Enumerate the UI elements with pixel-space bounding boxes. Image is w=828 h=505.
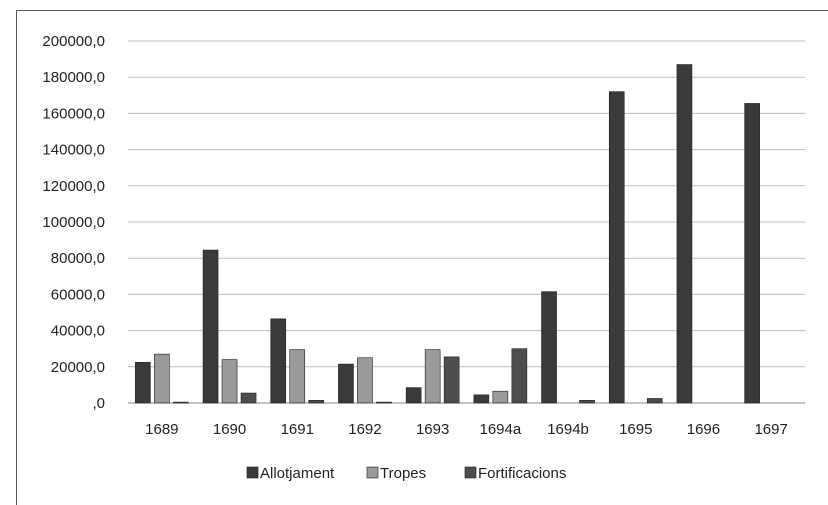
y-tick-label: 120000,0 [42,178,105,195]
bar-tropes-1693 [424,349,441,404]
y-tick-label: 180000,0 [42,69,105,86]
bar-allotjament-1697 [744,103,760,404]
bar-tropes-1692 [357,357,373,404]
bar-fortificacions-1689 [173,401,189,404]
bar-fortificacions-1694a [511,348,528,404]
x-tick-label: 1690 [213,421,246,438]
bar-allotjament-1693 [405,387,422,404]
bar-fortificacions-1694b [579,399,595,404]
y-tick-label: 140000,0 [42,142,105,159]
bar-fortificacions-1692 [376,401,392,404]
bar-fortificacions-1693 [443,356,460,404]
x-tick-label: 1694a [479,421,521,438]
bar-tropes-1691 [289,349,306,404]
bar-fortificacions-1690 [240,392,257,404]
y-tick-label: 200000,0 [42,33,105,50]
x-tick-label: 1693 [416,421,449,438]
bar-tropes-1689 [154,353,170,404]
legend-label: Fortificacions [478,465,566,482]
x-tick-label: 1695 [619,421,652,438]
legend-swatch [464,466,477,479]
y-tick-label: 100000,0 [42,214,105,231]
bar-allotjament-1694b [541,291,557,404]
bar-tropes-1690 [221,359,238,404]
bar-allotjament-1696 [676,64,693,404]
bar-allotjament-1695 [608,91,625,404]
y-tick-label: 20000,0 [51,359,105,376]
legend-label: Tropes [380,465,426,482]
bar-fortificacions-1695 [646,398,663,404]
x-tick-label: 1694b [547,421,589,438]
y-tick-label: 80000,0 [51,250,105,267]
y-tick-label: 160000,0 [42,105,105,122]
bar-allotjament-1692 [338,363,354,404]
legend-swatch [366,466,379,479]
y-axis-ticks: 200000,0 180000,0 160000,0 140000,0 120000,0… [42,33,105,412]
chart-frame [16,10,828,505]
legend-swatch [246,466,259,479]
bar-fortificacions-1691 [308,399,325,404]
legend-label: Allotjament [260,465,335,482]
x-axis-ticks: 1689 1690 1691 1692 1693 1694a 1694b 1695 1696 16… [145,421,788,438]
y-tick-label: 60000,0 [51,286,105,303]
bar-allotjament-1689 [135,361,151,404]
x-tick-label: 1692 [348,421,381,438]
y-tick-label: ,0 [92,395,105,412]
bar-allotjament-1690 [202,249,219,404]
gridlines [128,40,805,404]
bar-allotjament-1691 [270,318,287,404]
bar-allotjament-1694a [473,394,490,404]
y-tick-label: 40000,0 [51,323,105,340]
x-tick-label: 1696 [687,421,720,438]
x-tick-label: 1691 [281,421,314,438]
x-tick-label: 1689 [145,421,178,438]
bars [135,64,760,404]
bar-tropes-1694a [492,390,509,404]
x-tick-label: 1697 [754,421,787,438]
legend: Allotjament Tropes Fortificacions [246,465,566,482]
